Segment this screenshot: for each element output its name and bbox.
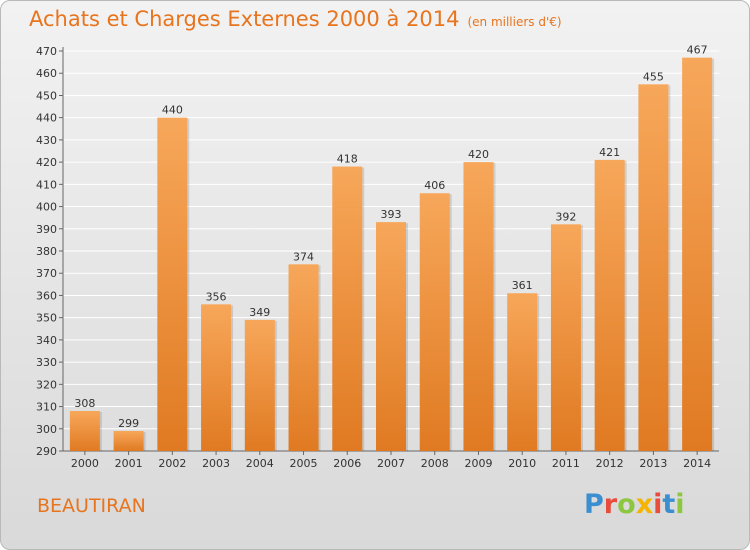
data-label: 393	[381, 208, 402, 221]
y-tick-label: 410	[36, 178, 57, 191]
x-tick-label: 2014	[683, 457, 711, 470]
data-label: 467	[687, 44, 708, 57]
y-tick-label: 350	[36, 312, 57, 325]
bar-2004	[244, 319, 275, 451]
data-label: 420	[468, 148, 489, 161]
data-label: 455	[643, 70, 664, 83]
bar-2000	[69, 411, 100, 451]
bar-2008	[419, 193, 450, 451]
data-label: 421	[599, 146, 620, 159]
y-tick-label: 310	[36, 401, 57, 414]
bar-2012	[594, 159, 625, 451]
logo-letter: i	[675, 489, 685, 520]
x-tick-label: 2001	[115, 457, 143, 470]
y-tick-label: 400	[36, 201, 57, 214]
proxiti-logo: Proxiti	[584, 489, 685, 520]
y-tick-label: 320	[36, 378, 57, 391]
title-text: Achats et Charges Externes 2000 à 2014	[29, 7, 460, 31]
bar-2006	[332, 166, 363, 452]
bar-2002	[157, 117, 188, 452]
y-tick-label: 430	[36, 134, 57, 147]
bar-chart: 290 300 310 320 330 340 350 360 370 380 390 400 410 4…	[36, 44, 719, 470]
y-tick-label: 420	[36, 156, 57, 169]
commune-name: BEAUTIRAN	[37, 495, 146, 517]
bars	[69, 57, 715, 452]
data-label: 406	[424, 179, 445, 192]
y-tick-label: 360	[36, 289, 57, 302]
data-label: 308	[74, 397, 95, 410]
bar-2011	[550, 224, 581, 451]
data-label: 349	[249, 306, 270, 319]
x-tick-label: 2002	[158, 457, 186, 470]
bar-2007	[376, 222, 406, 451]
logo-letter: r	[603, 489, 618, 520]
y-tick-label: 300	[36, 423, 57, 436]
bar-2010	[507, 293, 538, 451]
data-label: 374	[293, 250, 314, 263]
data-label: 418	[337, 153, 358, 166]
x-tick-label: 2010	[508, 457, 536, 470]
x-tick-label: 2007	[377, 457, 405, 470]
x-tick-label: 2003	[202, 457, 230, 470]
y-tick-label: 330	[36, 356, 57, 369]
x-tick-label: 2000	[71, 457, 99, 470]
logo-letter: o	[617, 489, 636, 520]
chart-title: Achats et Charges Externes 2000 à 2014 (e…	[29, 7, 562, 31]
y-tick-label: 380	[36, 245, 57, 258]
data-label: 361	[512, 279, 533, 292]
data-label: 440	[162, 104, 183, 117]
y-tick-label: 440	[36, 112, 57, 125]
y-tick-label: 460	[36, 67, 57, 80]
chart-subtitle: (en milliers d'€)	[467, 15, 562, 29]
y-tick-label: 340	[36, 334, 57, 347]
bar-2005	[288, 264, 319, 451]
x-tick-label: 2009	[464, 457, 492, 470]
y-tick-label: 370	[36, 267, 57, 280]
logo-letter: P	[584, 489, 604, 520]
x-tick-label: 2013	[639, 457, 667, 470]
logo-letter: x	[635, 489, 654, 520]
x-tick-label: 2006	[333, 457, 361, 470]
y-tick-label: 450	[36, 89, 57, 102]
labels: 308 2000 299 2001 440 2002 356 2003 349 2004 374 20…	[71, 44, 711, 470]
x-tick-label: 2008	[421, 457, 449, 470]
y-tick-label: 390	[36, 223, 57, 236]
bar-2001	[113, 431, 144, 451]
x-tick-label: 2005	[290, 457, 318, 470]
y-tick-label: 290	[36, 445, 57, 458]
x-tick-label: 2004	[246, 457, 274, 470]
data-label: 392	[555, 210, 576, 223]
bar-2013	[638, 84, 669, 451]
x-tick-label: 2012	[596, 457, 624, 470]
logo-letter: t	[662, 489, 676, 520]
bar-2009	[463, 162, 494, 451]
logo-letter: i	[653, 489, 663, 520]
bar-2014	[682, 57, 713, 452]
x-tick-label: 2011	[552, 457, 580, 470]
data-label: 356	[206, 290, 227, 303]
data-label: 299	[118, 417, 139, 430]
bar-2003	[201, 304, 232, 451]
y-tick-label: 470	[36, 45, 57, 58]
